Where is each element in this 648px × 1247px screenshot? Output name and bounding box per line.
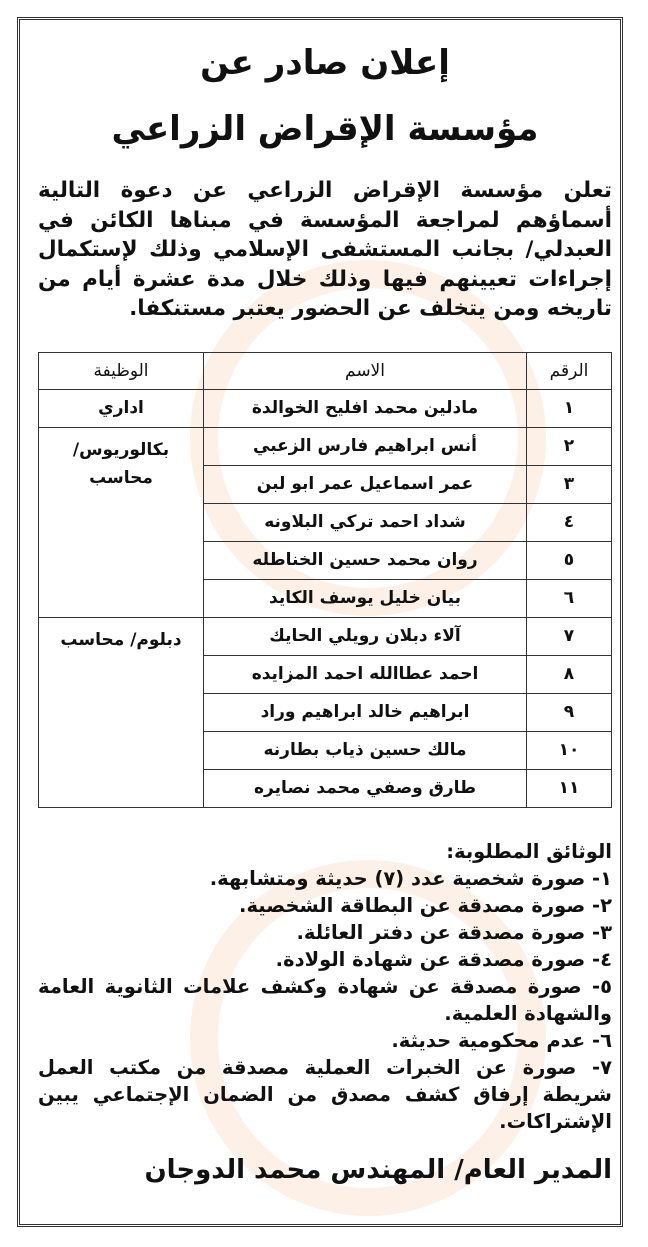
cell-name: طارق وصفي محمد نصايره — [203, 768, 527, 808]
cell-job: بكالوريوس/ محاسب — [38, 426, 204, 618]
cell-name: عمر اسماعيل عمر ابو لبن — [203, 464, 527, 504]
document-item: ١- صورة شخصية عدد (٧) حديثة ومتشابهة. — [209, 866, 612, 890]
cell-name: احمد عطاالله احمد المزايده — [203, 654, 527, 694]
cell-number: ١ — [526, 388, 612, 428]
document-item: ٤- صورة مصدقة عن شهادة الولادة. — [275, 947, 612, 971]
cell-name: آلاء دبلان رويلي الحايك — [203, 616, 527, 656]
document-item: ٦- عدم محكومية حديثة. — [391, 1028, 612, 1052]
title-line-1: إعلان صادر عن — [200, 43, 450, 83]
table-row: ٦ بيان خليل يوسف الكايد — [39, 578, 612, 618]
header-number: الرقم — [526, 351, 612, 390]
table-row: ٤ شداد احمد تركي البلاونه — [39, 502, 612, 542]
table-row: ٢ أنس ابراهيم فارس الزعبي بكالوريوس/ محا… — [38, 426, 612, 618]
cell-number: ١٠ — [526, 730, 612, 770]
candidates-table: الرقم الاسم الوظيفة ١ مادلين محمد افليح … — [38, 351, 612, 808]
cell-job: دبلوم/ محاسب — [38, 616, 204, 808]
cell-number: ٤ — [526, 502, 612, 542]
cell-number: ٢ — [526, 426, 612, 466]
table-row: ١٠ مالك حسين ذياب بطارنه — [39, 730, 612, 770]
cell-number: ٦ — [526, 578, 612, 618]
cell-number: ١١ — [526, 768, 612, 808]
table-row: ٣ عمر اسماعيل عمر ابو لبن — [39, 464, 612, 504]
table-row: ١١ طارق وصفي محمد نصايره — [39, 768, 612, 808]
cell-name: بيان خليل يوسف الكايد — [203, 578, 527, 618]
signature: المدير العام/ المهندس محمد الدوجان — [144, 1154, 612, 1185]
header-job: الوظيفة — [38, 351, 204, 390]
cell-number: ٥ — [526, 540, 612, 580]
table-row: ٥ روان محمد حسين الخناطله — [39, 540, 612, 580]
cell-number: ٧ — [526, 616, 612, 656]
announcement: إعلان صادر عن مؤسسة الإقراض الزراعي تعلن… — [38, 30, 612, 1185]
header-name: الاسم — [203, 351, 527, 390]
cell-name: أنس ابراهيم فارس الزعبي — [203, 426, 527, 466]
title-line-2: مؤسسة الإقراض الزراعي — [111, 109, 539, 149]
table-header-row: الرقم الاسم الوظيفة — [38, 351, 612, 390]
cell-name: مادلين محمد افليح الخوالدة — [203, 388, 527, 428]
cell-name: ابراهيم خالد ابراهيم وراد — [203, 692, 527, 732]
document-item: ٧- صورة عن الخبرات العملية مصدقة من مكتب… — [38, 1055, 612, 1133]
job-line: بكالوريوس/ — [72, 439, 170, 460]
table-row: ٨ احمد عطاالله احمد المزايده — [39, 654, 612, 694]
cell-number: ٩ — [526, 692, 612, 732]
cell-name: شداد احمد تركي البلاونه — [203, 502, 527, 542]
cell-number: ٣ — [526, 464, 612, 504]
intro-paragraph: تعلن مؤسسة الإقراض الزراعي عن دعوة التال… — [38, 178, 612, 321]
required-documents: الوثائق المطلوبة: ١- صورة شخصية عدد (٧) … — [38, 838, 612, 1135]
document-item: ٥- صورة مصدقة عن شهادة وكشف علامات الثان… — [38, 974, 612, 1025]
announcement-border — [17, 17, 623, 1227]
job-line: محاسب — [89, 467, 153, 488]
document-item: ٢- صورة مصدقة عن البطاقة الشخصية. — [239, 893, 612, 917]
document-item: ٣- صورة مصدقة عن دفتر العائلة. — [296, 920, 612, 944]
table-row: ٧ آلاء دبلان رويلي الحايك دبلوم/ محاسب — [38, 616, 612, 808]
table-row: ١ مادلين محمد افليح الخوالدة اداري — [38, 388, 612, 428]
cell-name: مالك حسين ذياب بطارنه — [203, 730, 527, 770]
cell-number: ٨ — [526, 654, 612, 694]
cell-job: اداري — [38, 388, 204, 428]
cell-name: روان محمد حسين الخناطله — [203, 540, 527, 580]
documents-heading: الوثائق المطلوبة: — [446, 839, 612, 863]
